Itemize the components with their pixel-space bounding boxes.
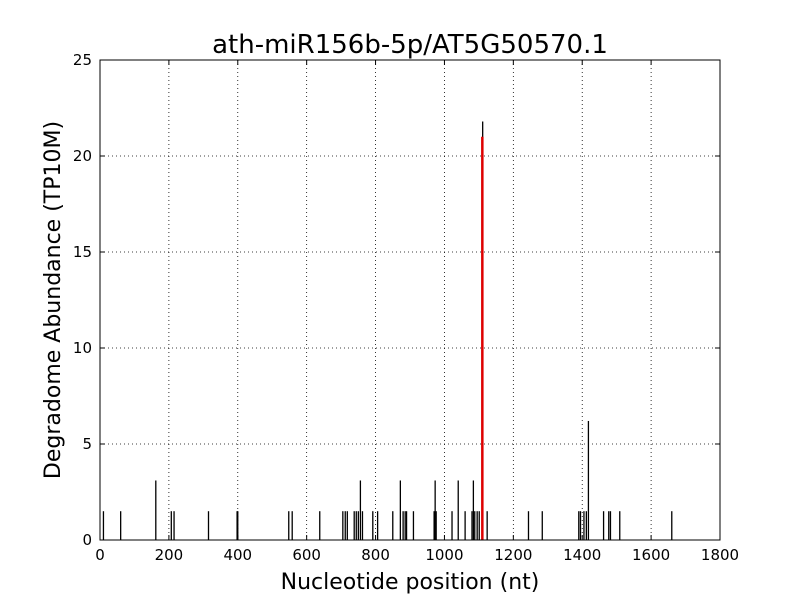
x-tick-label: 1600 [632, 546, 670, 564]
y-tick-label: 20 [73, 147, 92, 165]
y-tick-label: 0 [82, 531, 92, 549]
y-tick-label: 5 [82, 435, 92, 453]
ticks-layer: 0 200 400 600 800 1000 1200 1400 1600 1800 0 5 10 15 2… [73, 51, 739, 564]
y-axis-label: Degradome Abundance (TP10M) [41, 121, 66, 479]
x-tick-label: 1800 [701, 546, 739, 564]
plot-frame [99, 59, 721, 541]
x-tick-label: 400 [223, 546, 252, 564]
grid-lines [100, 60, 720, 540]
x-axis-label: Nucleotide position (nt) [281, 570, 540, 595]
x-tick-label: 600 [292, 546, 321, 564]
x-tick-label: 1400 [563, 546, 601, 564]
x-tick-label: 0 [95, 546, 105, 564]
y-tick-label: 15 [73, 243, 92, 261]
x-tick-label: 800 [361, 546, 390, 564]
chart-title: ath-miR156b-5p/AT5G50570.1 [212, 30, 608, 60]
x-tick-label: 1200 [494, 546, 532, 564]
y-tick-label: 10 [73, 339, 92, 357]
y-tick-label: 25 [73, 51, 92, 69]
x-tick-label: 1000 [425, 546, 463, 564]
bars-layer [102, 121, 673, 540]
x-tick-label: 200 [155, 546, 184, 564]
